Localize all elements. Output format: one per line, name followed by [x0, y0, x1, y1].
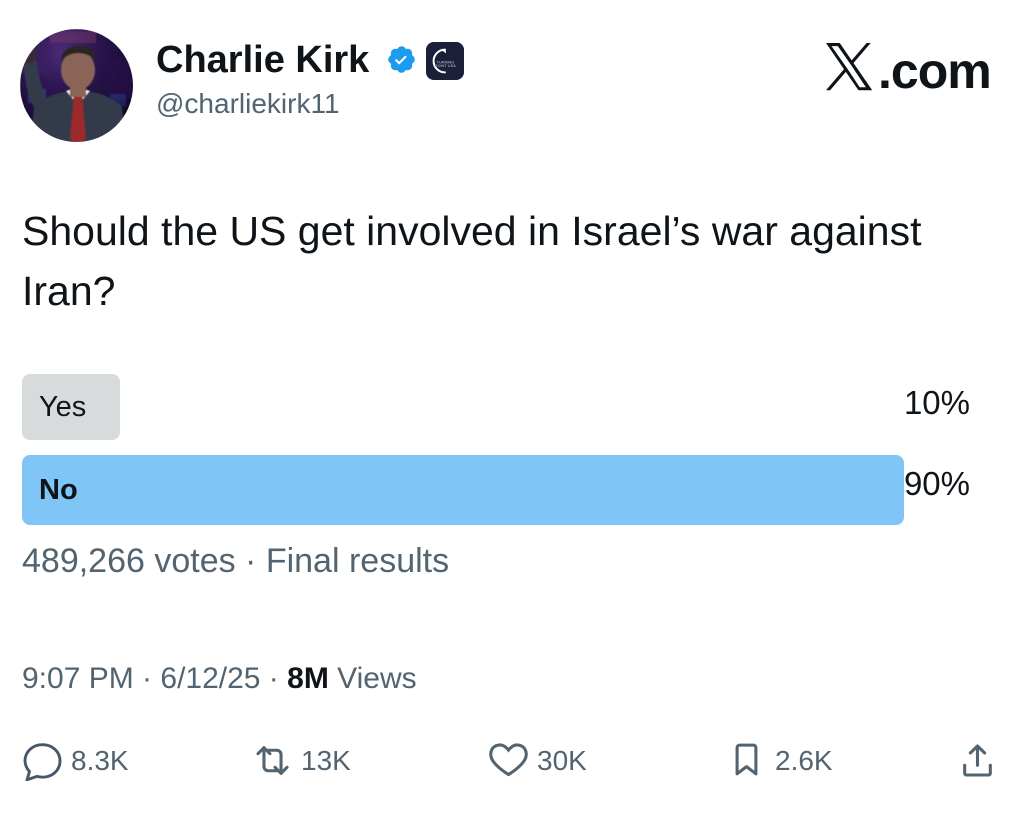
svg-text:POINT USA: POINT USA [435, 63, 456, 68]
svg-text:.com: .com [878, 43, 991, 98]
